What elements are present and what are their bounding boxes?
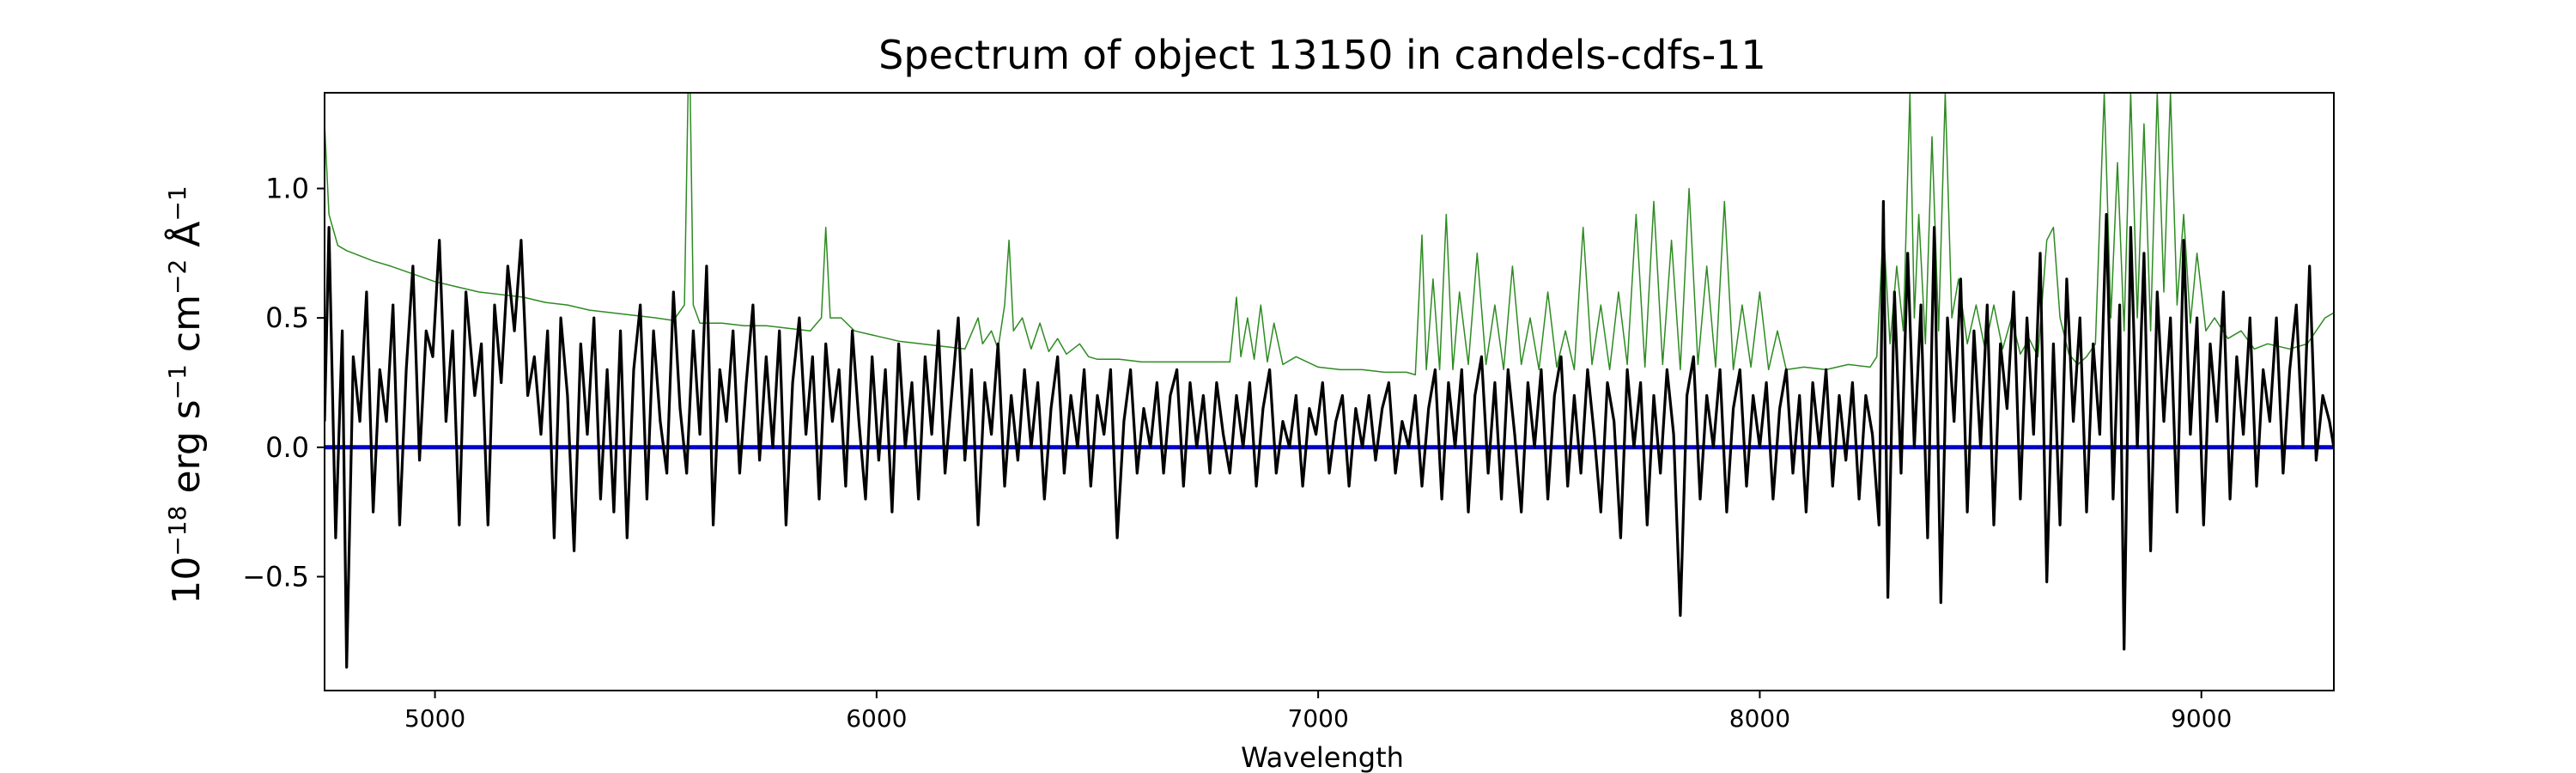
axes-frame [324,92,2335,691]
flux-series-line [325,199,2334,669]
y-label-unit2: cm [165,295,209,364]
x-tick-label: 6000 [846,704,907,733]
plot-series [325,93,2334,669]
x-tick-label: 9000 [2171,704,2232,733]
y-axis-label: 10−18 erg s−1 cm−2 Å−1 [163,186,209,604]
x-axis-label: Wavelength [1241,741,1404,773]
plot-frame [324,92,2335,691]
x-tick-label: 8000 [1729,704,1790,733]
y-tick-label: 1.0 [265,172,309,204]
y-axis: 1.0 0.5 0.0 −0.5 [242,172,325,593]
y-tick-label: 0.5 [265,301,309,334]
y-label-unit2-exp: −2 [163,259,191,295]
y-label-base: 10 [165,557,209,605]
y-label-unit3: Å [163,222,209,259]
y-label-unit3-exp: −1 [163,186,191,221]
error-series-line [325,93,2334,376]
x-tick-label: 5000 [404,704,465,733]
y-label-unit1-exp: −1 [163,364,191,399]
y-label-base-exp: −18 [163,506,191,557]
y-label-unit1: erg s [165,399,209,505]
y-tick-label: 0.0 [265,431,309,464]
x-axis: 5000 6000 7000 8000 9000 [404,691,2232,733]
chart-title: Spectrum of object 13150 in candels-cdfs… [878,32,1766,78]
x-tick-label: 7000 [1288,704,1349,733]
y-tick-label: −0.5 [242,560,309,593]
